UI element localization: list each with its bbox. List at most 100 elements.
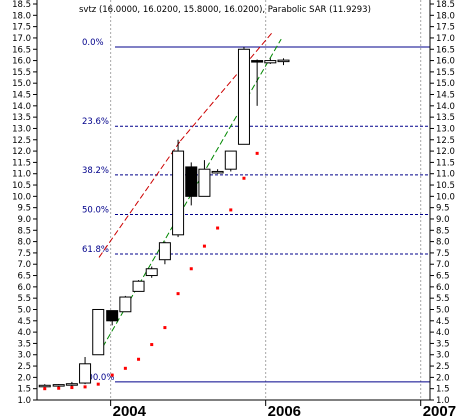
left-tick-label-6: 4.0 [17, 328, 31, 338]
candle-body-18 [277, 59, 290, 63]
candle-body-12 [198, 168, 211, 197]
left-tick-label-13: 7.5 [17, 249, 31, 259]
sar-point-13 [216, 226, 220, 230]
candle-body-8 [145, 268, 158, 277]
right-tick-label-32: 17.0 [436, 34, 455, 44]
candle-body-9 [158, 242, 171, 261]
right-tick-label-13: 7.5 [436, 249, 450, 259]
axes [36, 0, 431, 401]
sar-point-16 [255, 151, 259, 155]
left-tick-label-8: 5.0 [17, 305, 31, 315]
sar-point-11 [189, 267, 193, 271]
x-tick-label-2: 2007 [423, 403, 456, 419]
left-tick-label-33: 17.5 [12, 23, 31, 33]
right-tick-label-16: 9.0 [436, 215, 450, 225]
candle-body-14 [224, 150, 237, 170]
candle-body-4 [92, 308, 105, 356]
sar-point-7 [137, 357, 141, 361]
left-tick-label-5: 3.5 [17, 339, 31, 349]
left-tick-label-30: 16.0 [12, 57, 31, 67]
right-tick-label-27: 14.5 [436, 91, 455, 101]
x-axis-ticks: 2004 2006 2007 [110, 400, 456, 419]
left-tick-label-20: 11.0 [12, 170, 31, 180]
left-tick-label-21: 11.5 [12, 158, 31, 168]
right-tick-label-34: 18.0 [436, 11, 455, 21]
left-tick-label-14: 8.0 [17, 238, 31, 248]
left-tick-label-31: 16.5 [12, 45, 31, 55]
left-tick-label-25: 13.5 [12, 113, 31, 123]
right-tick-label-24: 13.0 [436, 124, 455, 134]
sar-point-6 [123, 366, 127, 370]
parabolic-sar-series [43, 151, 259, 391]
right-tick-label-2: 2.0 [436, 373, 450, 383]
candle-body-2 [65, 383, 78, 386]
sar-point-12 [202, 244, 206, 248]
right-tick-label-33: 17.5 [436, 23, 455, 33]
candle-body-6 [119, 296, 132, 313]
left-tick-label-15: 8.5 [17, 226, 31, 236]
fib-label-5: 100.0% [82, 373, 114, 383]
right-tick-label-12: 7.0 [436, 260, 450, 270]
candle-body-3 [79, 363, 92, 384]
left-tick-label-11: 6.5 [17, 272, 31, 282]
sar-point-3 [83, 385, 87, 389]
right-tick-label-22: 12.0 [436, 147, 455, 157]
right-tick-label-7: 4.5 [436, 317, 450, 327]
fib-label-1: 23.6% [82, 117, 109, 127]
candle-body-0 [38, 384, 51, 388]
right-tick-label-29: 15.5 [436, 68, 455, 78]
sar-point-8 [150, 343, 154, 347]
candle-body-15 [237, 48, 250, 145]
sar-point-4 [96, 382, 100, 386]
fib-label-2: 38.2% [82, 166, 109, 176]
left-tick-label-27: 14.5 [12, 91, 31, 101]
right-tick-label-17: 9.5 [436, 204, 450, 214]
sar-point-10 [176, 292, 180, 296]
x-tick-label-1: 2006 [268, 403, 301, 419]
left-tick-label-4: 3.0 [17, 351, 31, 361]
sar-point-2 [70, 386, 74, 390]
candle-body-13 [211, 170, 224, 174]
chart-title: svtz (16.0000, 16.0200, 15.8000, 16.0200… [79, 5, 371, 15]
right-tick-label-3: 2.5 [436, 362, 450, 372]
candle-body-1 [52, 384, 65, 387]
right-tick-label-35: 18.5 [436, 0, 455, 10]
left-tick-label-32: 17.0 [12, 34, 31, 44]
fib-label-3: 50.0% [82, 205, 109, 215]
x-tick-label-0: 2004 [113, 403, 147, 419]
fib-label-0: 0.0% [82, 38, 104, 48]
right-tick-label-4: 3.0 [436, 351, 450, 361]
right-tick-label-23: 12.5 [436, 136, 455, 146]
sar-point-14 [229, 208, 233, 212]
left-tick-label-9: 5.5 [17, 294, 31, 304]
right-tick-label-20: 11.0 [436, 170, 455, 180]
right-tick-label-28: 15.0 [436, 79, 455, 89]
left-tick-label-34: 18.0 [12, 11, 31, 21]
candle-body-17 [264, 60, 277, 64]
candlestick-series [38, 46, 290, 388]
fibonacci-levels: 0.0% 23.6% 38.2% 50.0% 61.8% 100.0% [82, 38, 430, 383]
candle-body-7 [132, 280, 145, 292]
right-tick-label-21: 11.5 [436, 158, 455, 168]
candle-body-10 [172, 150, 185, 236]
left-tick-label-2: 2.0 [17, 373, 31, 383]
left-tick-label-16: 9.0 [17, 215, 31, 225]
right-y-axis-ticks: 1.01.5 2.02.53.0 3.54.04.5 5.05.56.06.5 7.07… [430, 0, 455, 406]
left-tick-label-28: 15.0 [12, 79, 31, 89]
left-tick-label-12: 7.0 [17, 260, 31, 270]
right-tick-label-5: 3.5 [436, 339, 450, 349]
left-tick-label-3: 2.5 [17, 362, 31, 372]
left-tick-label-7: 4.5 [17, 317, 31, 327]
sar-point-9 [163, 326, 167, 330]
right-tick-label-31: 16.5 [436, 45, 455, 55]
left-tick-label-29: 15.5 [12, 68, 31, 78]
left-tick-label-22: 12.0 [12, 147, 31, 157]
sar-point-15 [242, 176, 246, 180]
right-tick-label-6: 4.0 [436, 328, 450, 338]
left-tick-label-35: 18.5 [12, 0, 31, 10]
left-tick-label-19: 10.5 [12, 181, 31, 191]
grid-lines [110, 0, 422, 400]
left-tick-label-26: 14.0 [12, 102, 31, 112]
